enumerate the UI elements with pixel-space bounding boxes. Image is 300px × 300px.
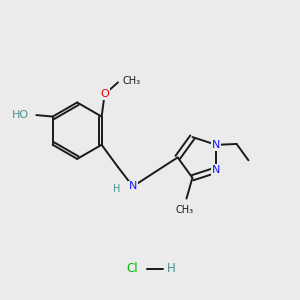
Text: H: H (167, 262, 175, 275)
Text: N: N (129, 182, 137, 191)
Text: CH₃: CH₃ (122, 76, 141, 86)
Text: HO: HO (12, 110, 29, 120)
Text: O: O (100, 89, 109, 99)
Text: N: N (212, 140, 220, 150)
Text: N: N (212, 165, 220, 175)
Text: H: H (113, 184, 120, 194)
Text: CH₃: CH₃ (176, 205, 194, 214)
Text: Cl: Cl (126, 262, 138, 275)
